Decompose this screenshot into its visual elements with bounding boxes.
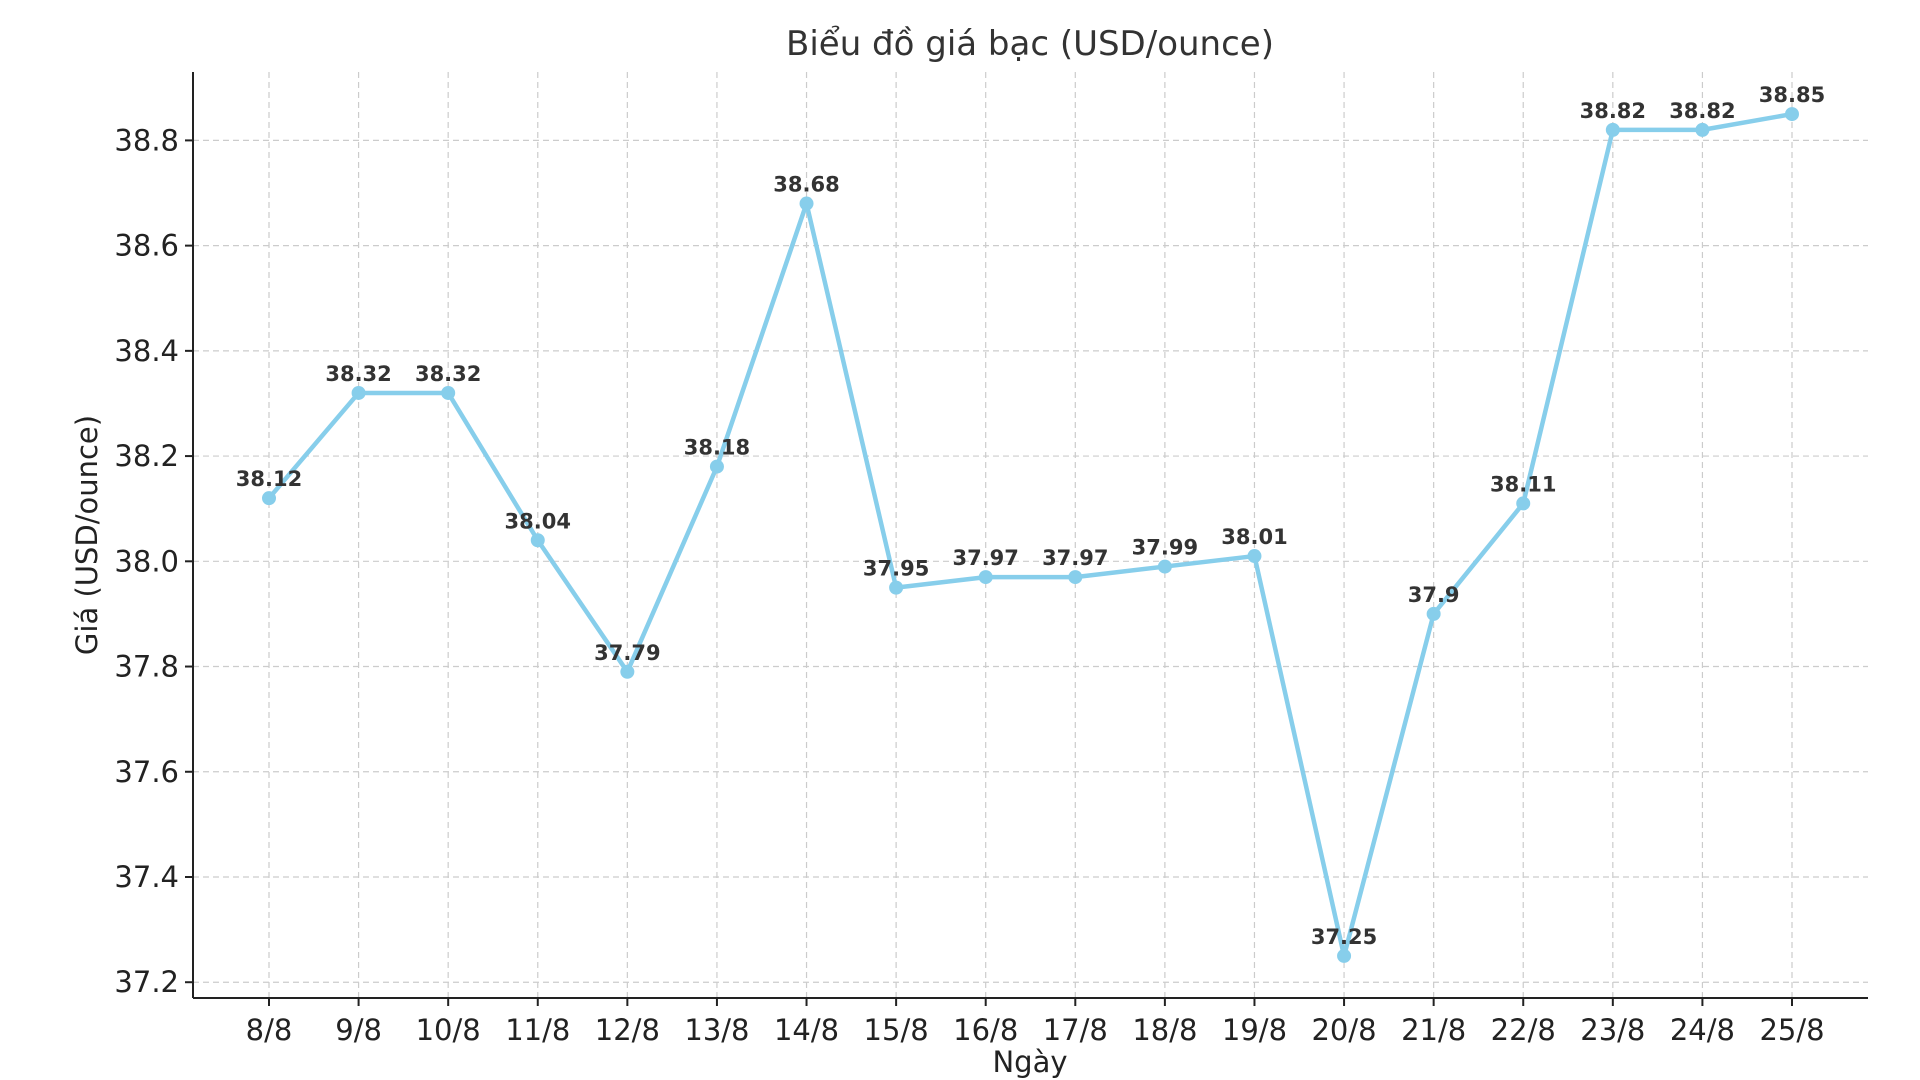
data-label: 38.18 [684,436,750,460]
y-tick-label: 37.6 [114,755,179,789]
data-point [1247,549,1262,564]
x-axis-title: Ngày [992,1045,1067,1079]
data-label: 38.82 [1669,99,1735,123]
series-line [266,111,1795,959]
x-tick-label: 14/8 [774,1013,839,1047]
data-label: 37.97 [1042,546,1108,570]
x-tick-label: 10/8 [416,1013,481,1047]
data-point [978,570,993,585]
data-point [889,580,904,595]
x-tick-label: 16/8 [953,1013,1018,1047]
y-tick-label: 37.4 [114,860,179,894]
axes: 8/8 9/8 10/8 11/8 12/8 13/8 14/8 15/8 16/8 17/8 18… [114,72,1868,1047]
data-label: 37.25 [1311,925,1377,949]
data-point [1068,570,1083,585]
x-tick-label: 18/8 [1132,1013,1197,1047]
data-label: 38.82 [1580,99,1646,123]
x-tick-label: 21/8 [1401,1013,1466,1047]
y-tick-label: 38.2 [114,439,179,473]
y-tick-label: 37.2 [114,965,179,999]
y-tick-label: 38.0 [114,544,179,578]
x-tick-label: 15/8 [864,1013,929,1047]
data-point [620,664,635,679]
data-label: 37.9 [1408,583,1460,607]
x-tick-label: 20/8 [1311,1013,1376,1047]
data-label: 38.01 [1221,525,1287,549]
points-layer [262,107,1799,963]
data-point [709,459,724,474]
x-tick-label: 24/8 [1670,1013,1735,1047]
data-label: 38.32 [325,362,391,386]
y-tick-label: 37.8 [114,650,179,684]
data-label: 38.11 [1490,472,1556,496]
x-tick-label: 11/8 [505,1013,570,1047]
data-label: 37.79 [594,641,660,665]
data-label: 37.95 [863,557,929,581]
grid [193,72,1868,998]
data-point [1157,559,1172,574]
data-point [1605,122,1620,137]
data-point [530,533,545,548]
x-tick-label: 23/8 [1580,1013,1645,1047]
data-point [1337,948,1352,963]
data-point [1785,107,1799,122]
data-point [441,385,456,400]
x-tick-label: 17/8 [1043,1013,1108,1047]
x-tick-label: 9/8 [335,1013,382,1047]
chart-title: Biểu đồ giá bạc (USD/ounce) [786,24,1274,64]
data-point [262,491,276,506]
data-label: 38.12 [236,467,302,491]
y-tick-label: 38.6 [114,229,179,263]
data-label: 38.04 [505,509,571,533]
x-tick-label: 13/8 [684,1013,749,1047]
data-label: 37.99 [1132,536,1198,560]
data-point [1516,496,1531,511]
y-tick-label: 38.8 [114,123,179,157]
data-point [351,385,366,400]
y-axis-title: Giá (USD/ounce) [70,415,104,655]
data-label: 38.85 [1759,83,1825,107]
series-layer [266,111,1795,959]
x-tick-label: 25/8 [1759,1013,1824,1047]
x-tick-label: 19/8 [1222,1013,1287,1047]
data-label: 38.32 [415,362,481,386]
x-tick-label: 8/8 [246,1013,293,1047]
data-point [1695,122,1710,137]
data-label: 38.68 [773,173,839,197]
data-label: 37.97 [952,546,1018,570]
data-point [799,196,814,211]
x-tick-label: 22/8 [1491,1013,1556,1047]
x-tick-label: 12/8 [595,1013,660,1047]
data-labels: 38.12 38.32 38.32 38.04 37.79 38.18 38.68 37.95… [236,83,1825,949]
data-point [1426,606,1441,621]
y-tick-label: 38.4 [114,334,179,368]
